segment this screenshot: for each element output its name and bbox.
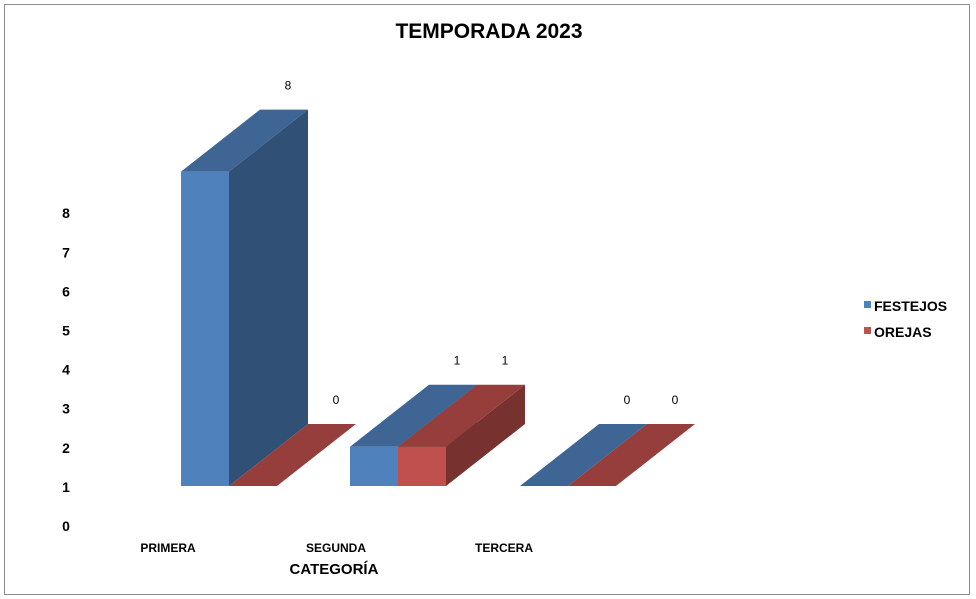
- y-tick-label: 8: [62, 205, 70, 221]
- x-axis-title: CATEGORÍA: [290, 561, 379, 578]
- bar: [568, 424, 695, 486]
- y-tick-label: 7: [62, 244, 70, 260]
- bars: [181, 109, 695, 486]
- bar-top-face: [520, 424, 647, 486]
- y-tick-label: 4: [62, 362, 70, 378]
- legend-label: FESTEJOS: [874, 298, 947, 314]
- y-axis-ticks: 0 1 2 3 4 5 6 7 8: [62, 205, 70, 534]
- x-axis-ticks: PRIMERA SEGUNDA TERCERA: [140, 541, 533, 555]
- x-tick-label: TERCERA: [475, 541, 533, 555]
- bar-side-face: [229, 109, 308, 486]
- legend: FESTEJOS OREJAS: [864, 298, 947, 340]
- data-label: 1: [454, 354, 461, 368]
- legend-swatch: [864, 327, 871, 334]
- data-label: 8: [285, 79, 292, 93]
- bar-top-face: [568, 424, 695, 486]
- data-label: 0: [333, 393, 340, 407]
- y-tick-label: 5: [62, 323, 70, 339]
- y-tick-label: 2: [62, 440, 70, 456]
- x-tick-label: PRIMERA: [140, 541, 196, 555]
- bar: [520, 424, 647, 486]
- bar: [398, 384, 525, 486]
- bar-top-face: [398, 384, 525, 447]
- data-label: 0: [672, 393, 679, 407]
- y-tick-label: 1: [62, 479, 70, 495]
- bar-top-face: [181, 109, 308, 172]
- data-labels: 8 0 1 1 0 0: [285, 79, 679, 407]
- chart-area: [4, 4, 970, 595]
- bar-front-face: [398, 446, 446, 486]
- bar-side-face: [446, 384, 525, 486]
- y-tick-label: 6: [62, 283, 70, 299]
- y-tick-label: 0: [62, 518, 70, 534]
- x-tick-label: SEGUNDA: [306, 541, 366, 555]
- legend-swatch: [864, 301, 871, 308]
- data-label: 1: [502, 354, 509, 368]
- bar-front-face: [181, 171, 229, 486]
- chart-title: TEMPORADA 2023: [395, 20, 582, 43]
- y-tick-label: 3: [62, 401, 70, 417]
- legend-label: OREJAS: [874, 324, 932, 340]
- bar-top-face: [229, 424, 356, 486]
- bar-top-face: [350, 384, 477, 447]
- bar-front-face: [350, 446, 398, 486]
- data-label: 0: [624, 393, 631, 407]
- bar: [229, 424, 356, 486]
- bar: [181, 109, 308, 486]
